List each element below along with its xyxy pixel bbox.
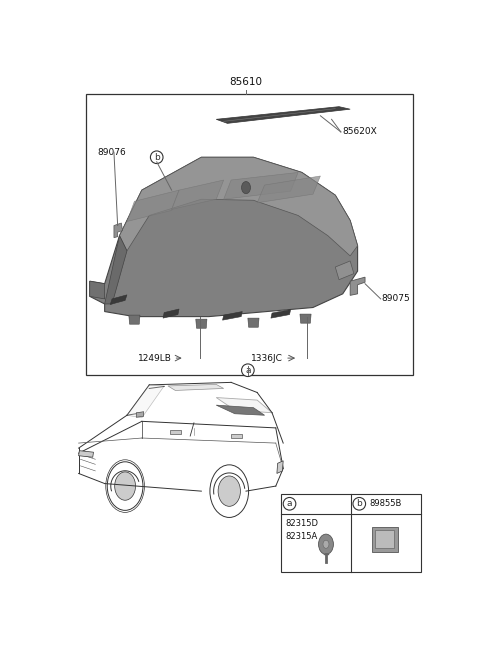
Polygon shape <box>114 223 122 238</box>
Bar <box>86 94 413 374</box>
Polygon shape <box>271 309 290 318</box>
Text: 85610: 85610 <box>229 78 263 87</box>
Polygon shape <box>257 176 321 203</box>
Circle shape <box>218 476 240 507</box>
Polygon shape <box>224 172 298 199</box>
Polygon shape <box>277 461 283 474</box>
Text: b: b <box>154 153 159 162</box>
Polygon shape <box>110 295 127 304</box>
Polygon shape <box>127 190 179 221</box>
Polygon shape <box>248 318 259 327</box>
Polygon shape <box>127 385 164 418</box>
Text: 1249LB: 1249LB <box>138 353 172 363</box>
Polygon shape <box>223 311 242 320</box>
Polygon shape <box>172 180 224 210</box>
Polygon shape <box>300 314 311 323</box>
Circle shape <box>210 465 249 518</box>
Polygon shape <box>231 434 242 438</box>
Circle shape <box>323 540 329 549</box>
Text: 82315A: 82315A <box>286 532 318 541</box>
Text: 89076: 89076 <box>97 148 126 156</box>
Polygon shape <box>216 405 264 415</box>
Bar <box>281 493 421 572</box>
Polygon shape <box>216 106 350 124</box>
Text: 82315D: 82315D <box>286 519 319 528</box>
Text: b: b <box>356 499 362 509</box>
Polygon shape <box>120 157 358 256</box>
Circle shape <box>241 181 251 194</box>
Circle shape <box>319 534 334 555</box>
Polygon shape <box>350 277 365 296</box>
Polygon shape <box>90 157 358 317</box>
Text: 1336JC: 1336JC <box>252 353 283 363</box>
Text: 89075: 89075 <box>382 294 410 304</box>
Polygon shape <box>79 451 94 457</box>
Polygon shape <box>129 315 140 324</box>
Polygon shape <box>196 319 207 328</box>
Text: 85620X: 85620X <box>343 127 377 137</box>
Polygon shape <box>136 412 144 417</box>
Polygon shape <box>163 309 179 318</box>
Polygon shape <box>216 397 272 413</box>
Circle shape <box>107 462 143 510</box>
Polygon shape <box>170 430 181 434</box>
Bar <box>375 530 394 548</box>
Text: a: a <box>287 499 292 509</box>
Text: a: a <box>245 366 251 374</box>
Polygon shape <box>335 261 354 280</box>
Text: 89855B: 89855B <box>369 499 401 509</box>
Bar <box>372 526 397 552</box>
Polygon shape <box>105 236 127 304</box>
Circle shape <box>115 472 135 500</box>
Polygon shape <box>90 281 105 299</box>
Polygon shape <box>168 384 224 390</box>
Circle shape <box>106 460 144 512</box>
